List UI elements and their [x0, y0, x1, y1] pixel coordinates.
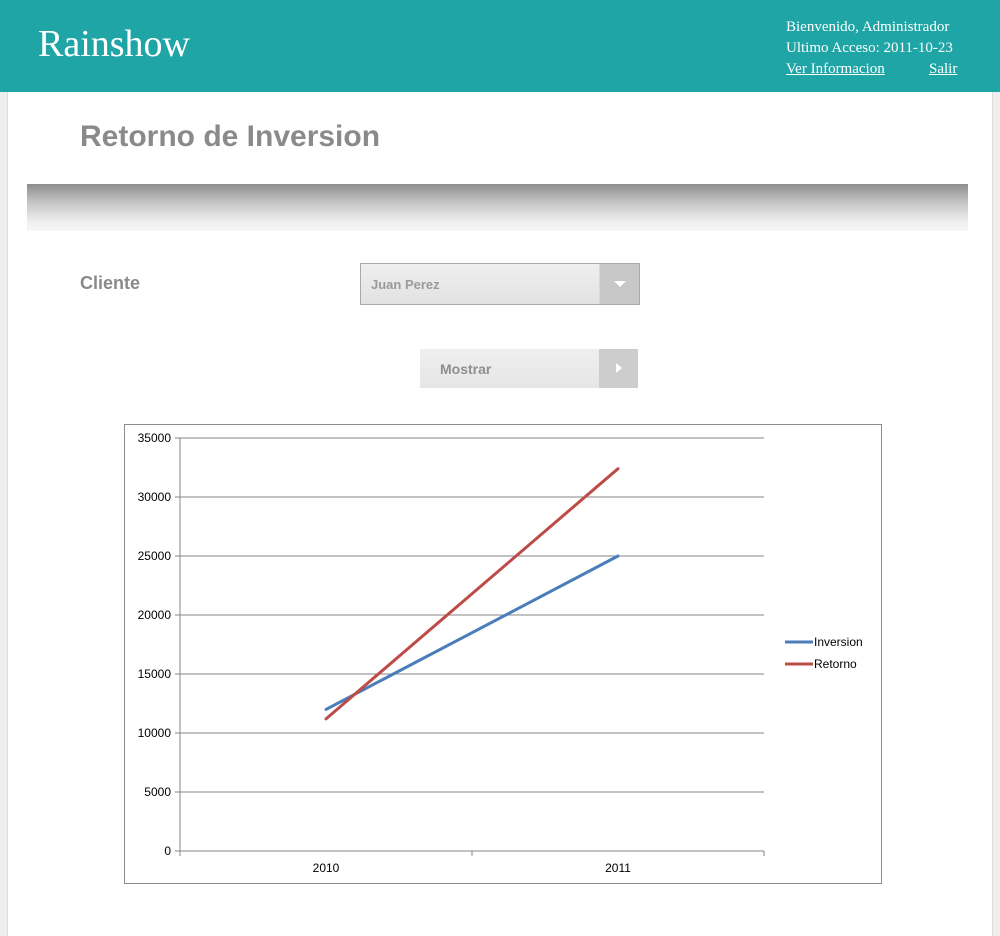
y-tick-label: 35000	[138, 431, 172, 445]
view-info-link[interactable]: Ver Informacion	[786, 61, 885, 77]
last-access-text: Ultimo Acceso: 2011-10-23	[786, 40, 953, 56]
y-tick-label: 30000	[138, 490, 172, 504]
show-button-arrow	[599, 349, 638, 388]
series-line-inversion	[324, 554, 620, 711]
header: Rainshow Bienvenido, Administrador Ultim…	[0, 0, 1000, 92]
y-tick-label: 25000	[138, 549, 172, 563]
chevron-down-icon	[614, 281, 626, 287]
y-tick-label: 5000	[144, 785, 171, 799]
page-border-left	[0, 92, 8, 936]
y-tick-label: 10000	[138, 726, 172, 740]
legend-label: Inversion	[814, 635, 863, 649]
welcome-text: Bienvenido, Administrador	[786, 19, 950, 35]
series-line-retorno	[324, 467, 620, 721]
app-logo: Rainshow	[38, 23, 190, 65]
logout-link[interactable]: Salir	[929, 61, 958, 77]
page-border-right	[992, 92, 1000, 936]
client-select-dropdown-button[interactable]	[599, 264, 639, 304]
client-label: Cliente	[80, 273, 141, 293]
roi-chart: 0 5000 10000 15000 20000 25000 30000 35000 2010 2…	[124, 424, 882, 884]
client-select[interactable]: Juan Perez	[360, 263, 640, 305]
show-button-label: Mostrar	[440, 361, 492, 377]
section-divider-bar	[27, 184, 968, 231]
x-tick-label: 2010	[313, 861, 340, 875]
y-tick-label: 20000	[138, 608, 172, 622]
y-tick-label: 15000	[138, 667, 172, 681]
roi-chart-svg: 0 5000 10000 15000 20000 25000 30000 35000 2010 2…	[138, 431, 863, 875]
user-info: Bienvenido, Administrador Ultimo Acceso:…	[786, 17, 957, 77]
page-title: Retorno de Inversion	[80, 120, 381, 153]
y-tick-label: 0	[164, 844, 171, 858]
show-button[interactable]: Mostrar	[420, 349, 638, 388]
x-tick-label: 2011	[605, 861, 631, 875]
legend-label: Retorno	[814, 657, 857, 671]
client-select-value: Juan Perez	[371, 277, 440, 292]
chevron-right-icon	[616, 363, 622, 373]
